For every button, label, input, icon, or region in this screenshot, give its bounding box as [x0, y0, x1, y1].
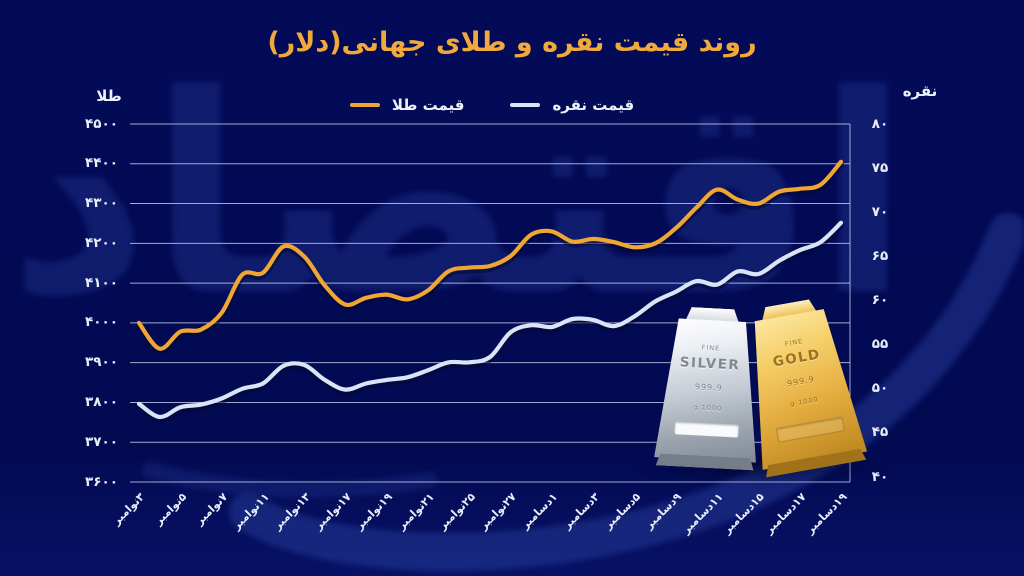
- left-axis-tick-label: ۴۵۰۰: [85, 115, 118, 132]
- legend-label: قیمت طلا: [391, 96, 465, 114]
- left-axis-tick-label: ۴۲۰۰: [85, 234, 118, 251]
- gold-bar-stamp: [776, 416, 845, 443]
- right-axis-tick-label: ۶۰: [871, 292, 889, 308]
- series-line-shadow: [135, 161, 845, 355]
- right-axis-title: نقره: [902, 82, 938, 100]
- left-axis-tick-label: ۳۷۰۰: [85, 433, 118, 450]
- left-axis-tick-label: ۳۸۰۰: [85, 393, 118, 410]
- gold-price-line: [136, 159, 844, 351]
- right-axis-tick-label: ۶۵: [871, 247, 889, 264]
- silver-bar-purity-text: 999.9: [694, 382, 723, 393]
- right-axis-tick-label: ۷۵: [871, 159, 889, 176]
- gold-bar-engraving: FINE GOLD 999.9 1000 g: [752, 331, 848, 414]
- chart-legend: قیمت نقره قیمت طلا: [0, 96, 1004, 114]
- left-axis-title: طلا: [96, 87, 122, 105]
- legend-item-gold: قیمت طلا: [349, 96, 465, 114]
- legend-line-swatch-icon: [349, 102, 380, 108]
- legend-label: قیمت نقره: [552, 96, 635, 114]
- legend-line-swatch-icon: [510, 102, 541, 108]
- left-axis-tick-label: ۴۰۰۰: [85, 314, 118, 331]
- silver-bar-engraving: FINE SILVER 999.9 1000 g: [667, 342, 752, 416]
- left-axis-tick-label: ۴۱۰۰: [85, 274, 118, 291]
- left-axis-tick-label: ۳۹۰۰: [85, 354, 118, 371]
- right-axis-tick-label: ۵۰: [871, 380, 889, 397]
- gold-bar-weight-text: 1000 g: [789, 395, 820, 409]
- left-axis-tick-label: ۳۶۰۰: [85, 473, 118, 490]
- left-axis-tick-label: ۴۴۰۰: [85, 155, 118, 172]
- silver-bar-metal-text: SILVER: [679, 354, 741, 374]
- right-axis-tick-label: ۴۵: [871, 424, 889, 441]
- silver-price-line: [136, 220, 844, 420]
- right-axis-tick-label: ۴۰: [871, 468, 889, 485]
- right-axis-tick-label: ۷۰: [871, 203, 889, 220]
- legend-item-silver: قیمت نقره: [510, 96, 634, 114]
- silver-bar-stamp: [675, 421, 739, 437]
- bullion-bars-graphic: FINE SILVER 999.9 1000 g FINE GOLD 999.9…: [638, 300, 888, 482]
- chart-title: روند قیمت نقره و طلای جهانی(دلار): [267, 27, 757, 58]
- right-axis-tick-label: ۸۰: [871, 115, 889, 132]
- left-axis-tick-label: ۴۳۰۰: [85, 195, 118, 212]
- silver-bar-weight-text: 1000 g: [693, 403, 723, 413]
- right-axis-tick-label: ۵۵: [871, 336, 889, 353]
